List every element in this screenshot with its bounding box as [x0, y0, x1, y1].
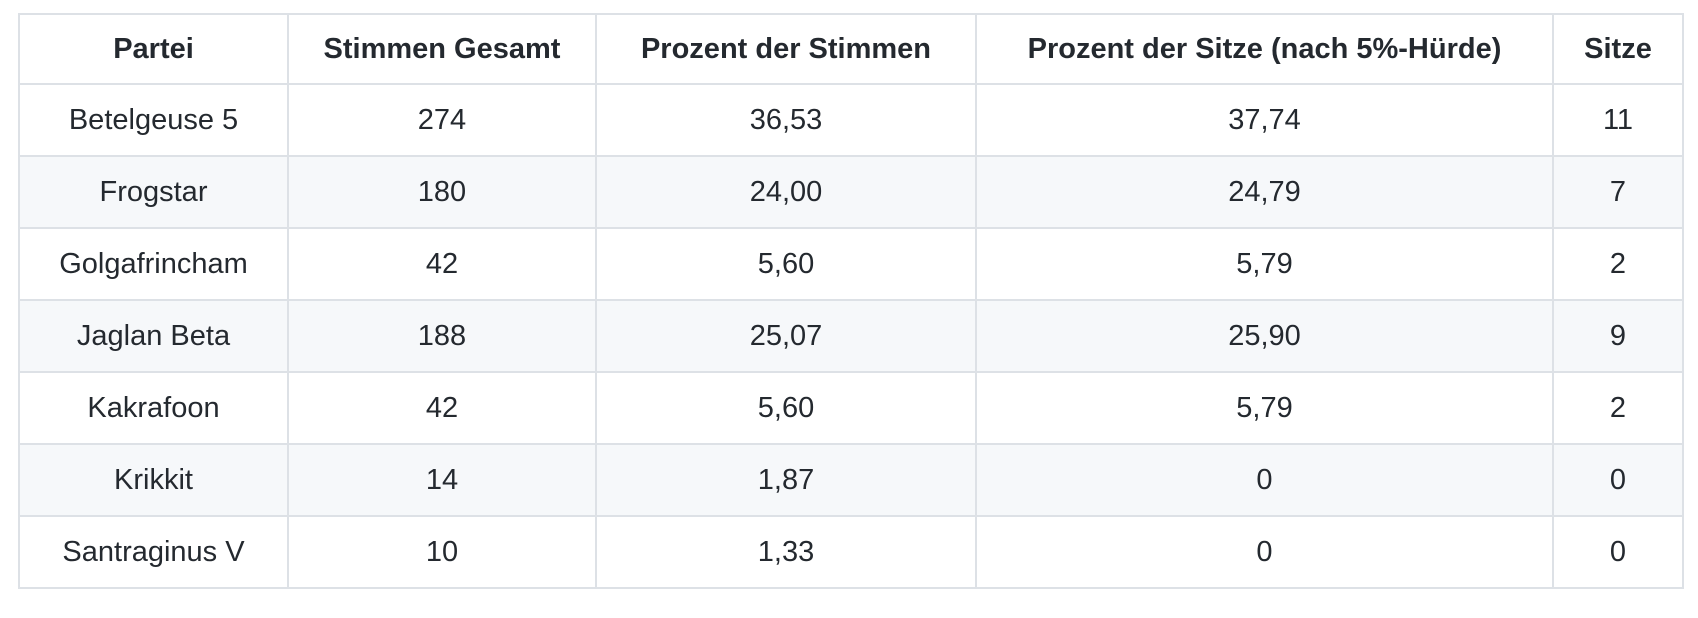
table-cell: 25,90	[975, 299, 1554, 373]
table-cell: 0	[1552, 443, 1684, 517]
table-cell: 2	[1552, 371, 1684, 445]
column-header-partei: Partei	[18, 13, 289, 85]
table-cell: 24,00	[595, 155, 977, 229]
table-cell: 5,79	[975, 227, 1554, 301]
table-row: Jaglan Beta 188 25,07 25,90 9	[18, 299, 1684, 373]
table-cell: Betelgeuse 5	[18, 83, 289, 157]
table-cell: 25,07	[595, 299, 977, 373]
table-header: Partei Stimmen Gesamt Prozent der Stimme…	[18, 13, 1684, 85]
table-cell: 11	[1552, 83, 1684, 157]
table-cell: 37,74	[975, 83, 1554, 157]
table-cell: Kakrafoon	[18, 371, 289, 445]
table-cell: 36,53	[595, 83, 977, 157]
table-cell: Santraginus V	[18, 515, 289, 589]
table-body: Betelgeuse 5 274 36,53 37,74 11 Frogstar 180 24…	[18, 83, 1684, 589]
table-header-row: Partei Stimmen Gesamt Prozent der Stimme…	[18, 13, 1684, 85]
table-cell: 9	[1552, 299, 1684, 373]
table-cell: 0	[975, 515, 1554, 589]
table-cell: 7	[1552, 155, 1684, 229]
table-cell: 5,60	[595, 227, 977, 301]
table-row: Golgafrincham 42 5,60 5,79 2	[18, 227, 1684, 301]
table-cell: 180	[287, 155, 597, 229]
table-cell: 0	[975, 443, 1554, 517]
column-header-sitze: Sitze	[1552, 13, 1684, 85]
table-row: Santraginus V 10 1,33 0 0	[18, 515, 1684, 589]
table-cell: 24,79	[975, 155, 1554, 229]
election-results-table: Partei Stimmen Gesamt Prozent der Stimme…	[18, 13, 1684, 589]
table-cell: 42	[287, 371, 597, 445]
column-header-prozent-der-stimmen: Prozent der Stimmen	[595, 13, 977, 85]
table-cell: 1,33	[595, 515, 977, 589]
column-header-stimmen-gesamt: Stimmen Gesamt	[287, 13, 597, 85]
table-cell: 274	[287, 83, 597, 157]
table-row: Frogstar 180 24,00 24,79 7	[18, 155, 1684, 229]
table-row: Betelgeuse 5 274 36,53 37,74 11	[18, 83, 1684, 157]
table-cell: Golgafrincham	[18, 227, 289, 301]
table-cell: 2	[1552, 227, 1684, 301]
table-cell: Jaglan Beta	[18, 299, 289, 373]
table-cell: 5,60	[595, 371, 977, 445]
table-cell: 5,79	[975, 371, 1554, 445]
table-cell: 10	[287, 515, 597, 589]
table-row: Krikkit 14 1,87 0 0	[18, 443, 1684, 517]
table-row: Kakrafoon 42 5,60 5,79 2	[18, 371, 1684, 445]
table-cell: 42	[287, 227, 597, 301]
table-cell: Frogstar	[18, 155, 289, 229]
table-cell: 14	[287, 443, 597, 517]
table-cell: 0	[1552, 515, 1684, 589]
column-header-prozent-der-sitze: Prozent der Sitze (nach 5%-Hürde)	[975, 13, 1554, 85]
table-cell: Krikkit	[18, 443, 289, 517]
table-cell: 1,87	[595, 443, 977, 517]
table-cell: 188	[287, 299, 597, 373]
